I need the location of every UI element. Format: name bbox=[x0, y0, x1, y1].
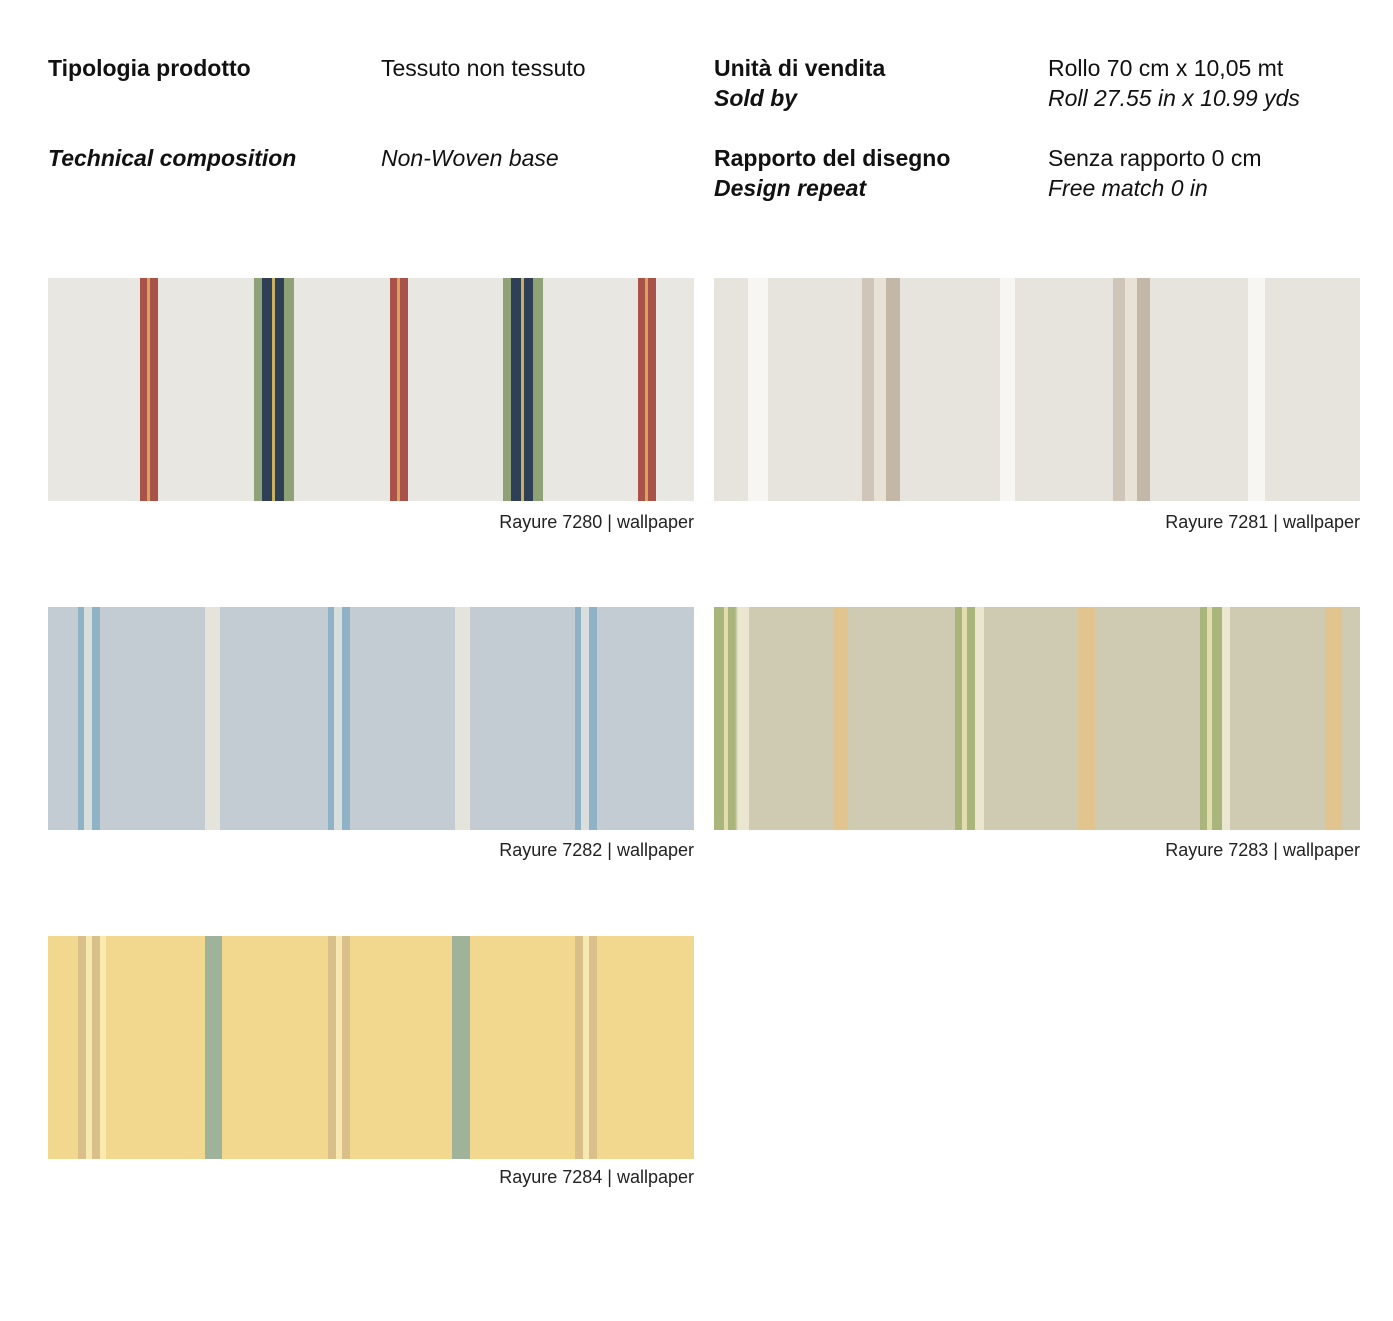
repeat-label-it: Rapporto del disegno bbox=[714, 145, 951, 171]
sales-unit-value-en: Roll 27.55 in x 10.99 yds bbox=[1048, 85, 1300, 111]
swatch-image-7280 bbox=[48, 278, 694, 501]
swatch-caption: Rayure 7282 | wallpaper bbox=[499, 840, 694, 860]
repeat-label: Rapporto del disegno Design repeat bbox=[714, 143, 950, 203]
swatch-image-7281 bbox=[714, 278, 1360, 501]
sales-unit-label-it: Unità di vendita bbox=[714, 55, 886, 81]
repeat-label-en: Design repeat bbox=[714, 175, 867, 201]
type-label: Tipologia prodotto bbox=[48, 55, 251, 81]
composition-label: Technical composition bbox=[48, 145, 297, 171]
swatch-caption: Rayure 7283 | wallpaper bbox=[1165, 840, 1360, 860]
type-value: Tessuto non tessuto bbox=[381, 55, 586, 81]
sales-unit-value-it: Rollo 70 cm x 10,05 mt bbox=[1048, 55, 1284, 81]
repeat-value-en: Free match 0 in bbox=[1048, 175, 1208, 201]
swatch-caption: Rayure 7284 | wallpaper bbox=[499, 1167, 694, 1187]
repeat-value-it: Senza rapporto 0 cm bbox=[1048, 145, 1262, 171]
sales-unit-value: Rollo 70 cm x 10,05 mt Roll 27.55 in x 1… bbox=[1048, 53, 1300, 113]
sales-unit-label-en: Sold by bbox=[714, 85, 798, 111]
swatch-image-7282 bbox=[48, 607, 694, 830]
swatch-caption: Rayure 7280 | wallpaper bbox=[499, 512, 694, 532]
swatch-image-7283 bbox=[714, 607, 1360, 830]
swatch-image-7284 bbox=[48, 936, 694, 1159]
repeat-value: Senza rapporto 0 cm Free match 0 in bbox=[1048, 143, 1262, 203]
composition-value: Non-Woven base bbox=[381, 145, 559, 171]
sales-unit-label: Unità di vendita Sold by bbox=[714, 53, 885, 113]
swatch-caption: Rayure 7281 | wallpaper bbox=[1165, 512, 1360, 532]
